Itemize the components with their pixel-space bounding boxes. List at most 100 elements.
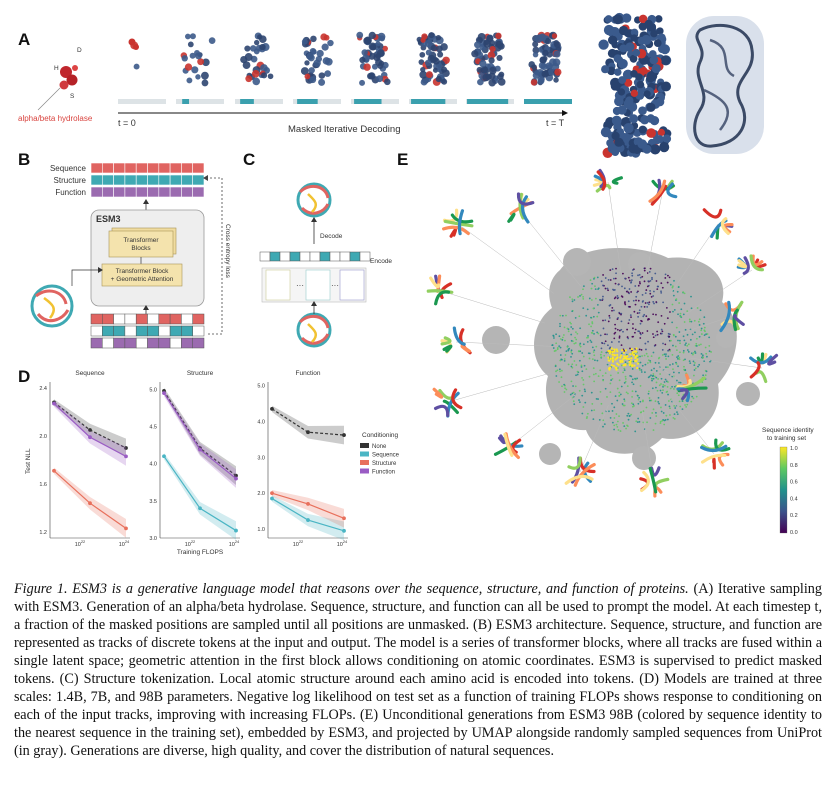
x-tick-label: 1022 [293, 539, 304, 548]
transformer-blocks-label-1: Transformer [123, 237, 159, 244]
data-point-none [124, 446, 128, 450]
data-point-none [234, 473, 238, 478]
series-band-none [164, 387, 236, 485]
y-tick-label: 3.0 [149, 536, 157, 542]
data-point-structure [52, 468, 56, 473]
colorbar-tick-label: 0.6 [790, 480, 798, 486]
colorbar-title-2: to training set [767, 435, 806, 442]
chart-title: Function [296, 370, 321, 377]
legend-label-structure: Structure [372, 461, 397, 467]
panel-label-e: E [397, 150, 409, 169]
transformer-blocks-box [108, 230, 174, 258]
t-start-label: t = 0 [118, 118, 136, 128]
y-tick-label: 2.4 [39, 386, 47, 392]
data-point-structure [88, 501, 92, 506]
protein-label: alpha/beta hydrolase [18, 114, 93, 123]
decoding-frame-image [416, 32, 450, 86]
input-token-tracks [90, 313, 205, 349]
data-point-function [234, 476, 238, 481]
x-tick-label: 1022 [185, 539, 196, 548]
svg-text:···: ··· [331, 281, 339, 290]
panel-a-figure: D H S alpha/beta hydrolase t = 0 t = T M… [18, 12, 764, 159]
protein-cartoon [442, 208, 474, 238]
panel-e-figure: Sequence identity to training set 1.0 0.8… [426, 168, 814, 536]
protein-cartoon [564, 456, 596, 487]
initial-structure-image: D H S [37, 47, 82, 111]
decoded-protein-image [296, 182, 332, 218]
umap-gray-background [482, 248, 760, 470]
series-band-sequence [164, 453, 236, 540]
x-tick-label: 1024 [119, 539, 130, 548]
series-band-sequence [272, 495, 344, 541]
decoding-frames [128, 31, 562, 87]
protein-cartoon [648, 178, 678, 206]
umap-generation-points [551, 267, 713, 433]
svg-text:···: ··· [296, 281, 304, 290]
chart-title: Structure [187, 370, 214, 377]
protein-cartoon [676, 373, 708, 403]
example-protein-cartoons [426, 168, 779, 498]
legend-swatch-sequence [360, 451, 369, 457]
y-tick-label: 5.0 [149, 387, 157, 393]
data-point-sequence [234, 528, 238, 533]
data-point-sequence [162, 454, 166, 459]
source-protein-image [296, 312, 332, 348]
token-bar [409, 99, 457, 104]
legend-swatch-none [360, 443, 369, 448]
time-axis-arrowhead [562, 110, 568, 116]
input-protein-image [30, 284, 74, 328]
legend-label-sequence: Sequence [372, 453, 400, 459]
data-point-structure [124, 526, 128, 531]
y-tick-label: 2.0 [257, 491, 265, 497]
panel-label-c: C [243, 150, 256, 169]
output-label-structure: Structure [54, 176, 87, 185]
data-point-none [306, 430, 310, 435]
y-tick-label: 1.6 [39, 482, 47, 488]
panel-label-d: D [18, 367, 31, 386]
output-label-function: Function [55, 188, 86, 197]
protein-cartoon [749, 352, 779, 384]
legend-title: Conditioning [362, 432, 399, 439]
protein-cartoon [432, 387, 463, 418]
y-tick-label: 3.0 [257, 455, 265, 461]
figure-caption: Figure 1. ESM3 is a generative language … [14, 580, 822, 760]
decode-label: Decode [320, 233, 343, 240]
svg-text:H: H [54, 65, 59, 72]
legend-swatch-structure [360, 460, 369, 465]
protein-cartoon [507, 192, 535, 224]
protein-cartoon [426, 274, 454, 306]
caption-title: Figure 1. ESM3 is a generative language … [14, 581, 689, 597]
decoding-axis-label: Masked Iterative Decoding [288, 124, 400, 135]
data-point-function [52, 401, 56, 406]
t-end-label: t = T [546, 118, 565, 128]
series-band-function [54, 400, 126, 466]
decoding-frame-image [471, 32, 506, 87]
geometric-attention-label-2: + Geometric Attention [111, 276, 174, 283]
x-tick-label: 1024 [337, 539, 348, 548]
data-point-sequence [270, 496, 274, 501]
data-point-sequence [306, 518, 310, 522]
legend-label-function: Function [372, 470, 395, 476]
protein-cartoon [592, 168, 623, 193]
cross-entropy-label: Cross entropy loss [224, 224, 231, 279]
decoding-frame-image [240, 32, 274, 86]
x-tick-label: 1022 [75, 539, 86, 548]
decoding-frame-image [180, 33, 216, 87]
x-axis-label: Training FLOPS [177, 549, 224, 556]
panel-b-figure: Sequence Structure Function ESM3 Transfo… [30, 162, 231, 349]
colorbar-tick-label: 0.4 [790, 496, 798, 502]
output-track-labels: Sequence Structure Function [50, 164, 87, 197]
data-point-function [124, 454, 128, 459]
token-bar [293, 99, 341, 104]
structure-tokens [259, 251, 371, 262]
y-tick-label: 5.0 [257, 384, 265, 390]
colorbar-tick-label: 0.0 [790, 530, 798, 536]
output-label-sequence: Sequence [50, 164, 87, 173]
transformer-blocks-label-2: Blocks [131, 245, 151, 252]
data-point-structure [342, 516, 346, 521]
protein-cartoon [639, 466, 670, 498]
nll-chart-function: Function 5.0 4.0 3.0 2.0 1.0 1022 1024 [257, 370, 348, 548]
esm3-model-title: ESM3 [96, 214, 121, 224]
panel-label-a: A [18, 30, 31, 49]
svg-text:S: S [70, 93, 75, 100]
